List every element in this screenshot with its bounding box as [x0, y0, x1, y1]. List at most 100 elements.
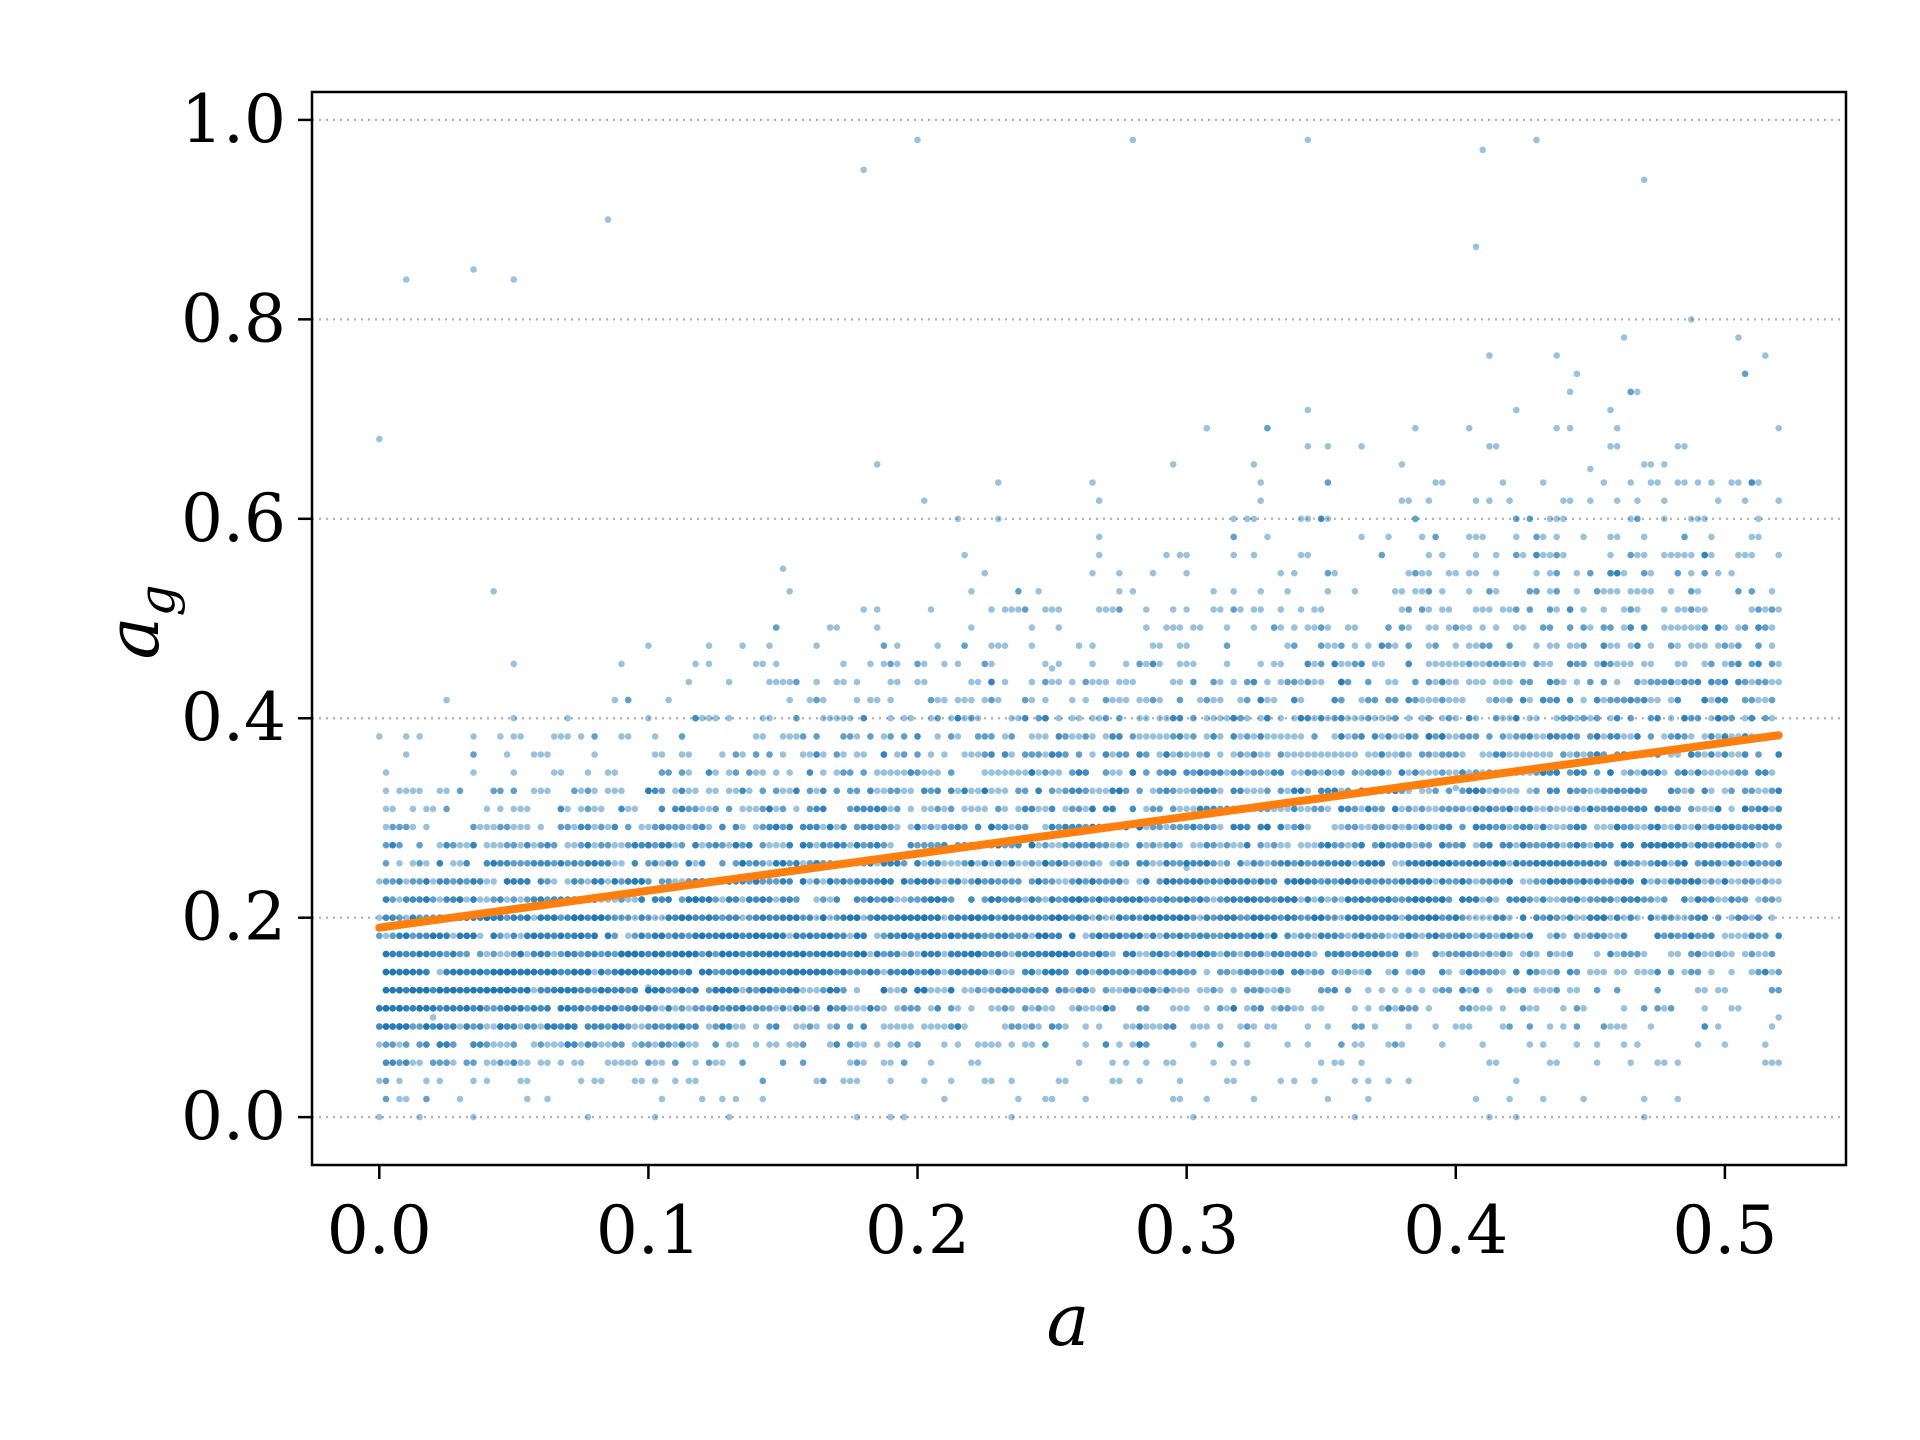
scatter-point: [934, 968, 941, 976]
scatter-point: [1560, 515, 1567, 523]
scatter-point: [1095, 932, 1103, 940]
scatter-point: [1519, 841, 1527, 849]
scatter-point: [1008, 1077, 1015, 1085]
scatter-point: [658, 860, 666, 867]
scatter-point: [1513, 751, 1520, 758]
scatter-point: [524, 1077, 531, 1085]
scatter-point: [1257, 986, 1264, 994]
scatter-point: [1102, 805, 1110, 813]
scatter-point: [645, 860, 652, 867]
scatter-point: [382, 950, 390, 958]
scatter-point: [591, 968, 598, 976]
scatter-point: [880, 787, 888, 795]
scatter-point: [577, 1041, 585, 1048]
scatter-point: [483, 1005, 491, 1012]
scatter-point: [793, 805, 800, 813]
scatter-point: [389, 896, 397, 903]
scatter-point: [1176, 860, 1184, 867]
scatter-point: [1587, 787, 1594, 795]
scatter-point: [1075, 787, 1083, 795]
scatter-point: [712, 1041, 719, 1048]
scatter-point: [712, 769, 719, 776]
scatter-point: [712, 1041, 719, 1048]
scatter-point: [1681, 860, 1688, 867]
scatter-point: [1755, 515, 1762, 523]
scatter-point: [537, 968, 545, 976]
scatter-point: [483, 950, 491, 958]
scatter-point: [1647, 860, 1655, 867]
scatter-point: [1223, 624, 1231, 631]
scatter-point: [1728, 1005, 1735, 1012]
scatter-point: [1230, 1005, 1237, 1012]
scatter-point: [1069, 769, 1076, 776]
scatter-point: [645, 914, 652, 921]
scatter-point: [1452, 841, 1460, 849]
scatter-point: [530, 1023, 538, 1030]
scatter-point: [456, 787, 464, 795]
scatter-point: [1701, 660, 1708, 668]
scatter-point: [927, 606, 935, 613]
scatter-point: [1210, 841, 1217, 849]
scatter-point: [907, 714, 915, 722]
scatter-point: [1270, 896, 1278, 903]
scatter-point: [1163, 1059, 1170, 1066]
scatter-point: [1600, 733, 1608, 740]
scatter-point: [1055, 968, 1063, 976]
scatter-point: [1230, 515, 1237, 523]
scatter-point: [725, 678, 733, 686]
scatter-point: [1095, 714, 1103, 722]
scatter-point: [705, 932, 713, 940]
scatter-point: [685, 805, 693, 813]
scatter-point: [483, 968, 491, 976]
scatter-point: [921, 950, 928, 958]
scatter-point: [1762, 1059, 1769, 1066]
scatter-point: [382, 1023, 390, 1030]
scatter-point: [463, 860, 471, 867]
scatter-point: [941, 696, 948, 704]
scatter-point: [772, 823, 780, 831]
scatter-point: [389, 932, 397, 940]
scatter-point: [1331, 968, 1338, 976]
scatter-point: [584, 841, 592, 849]
scatter-point: [402, 1041, 410, 1048]
scatter-point: [1405, 733, 1412, 740]
scatter-point: [1169, 986, 1177, 994]
scatter-point: [1230, 787, 1237, 795]
scatter-point: [1156, 968, 1163, 976]
scatter-point: [1398, 878, 1406, 885]
scatter-point: [1459, 769, 1466, 776]
scatter-point: [1768, 896, 1776, 903]
scatter-point: [1533, 805, 1540, 813]
scatter-point: [712, 787, 719, 795]
scatter-point: [550, 1041, 558, 1048]
scatter-point: [954, 515, 962, 523]
scatter-point: [988, 986, 995, 994]
scatter-point: [880, 878, 888, 885]
scatter-point: [1176, 787, 1184, 795]
scatter-point: [846, 1023, 854, 1030]
scatter-point: [1640, 769, 1648, 776]
scatter-point: [739, 751, 746, 758]
scatter-point: [806, 751, 814, 758]
scatter-point: [1533, 1005, 1540, 1012]
scatter-point: [813, 968, 820, 976]
scatter-point: [557, 914, 565, 921]
scatter-point: [1533, 787, 1540, 795]
scatter-point: [1311, 950, 1318, 958]
scatter-point: [1432, 805, 1439, 813]
scatter-point: [894, 751, 901, 758]
scatter-point: [759, 769, 767, 776]
scatter-point: [887, 714, 894, 722]
scatter-point: [725, 1023, 733, 1030]
scatter-point: [1600, 696, 1608, 704]
scatter-point: [1109, 932, 1116, 940]
scatter-point: [1358, 896, 1365, 903]
scatter-point: [624, 968, 632, 976]
scatter-point: [746, 787, 753, 795]
scatter-point: [1291, 896, 1298, 903]
scatter-point: [732, 968, 740, 976]
scatter-point: [1519, 678, 1527, 686]
scatter-point: [1479, 950, 1486, 958]
scatter-point: [1499, 932, 1507, 940]
scatter-point: [1600, 588, 1608, 595]
